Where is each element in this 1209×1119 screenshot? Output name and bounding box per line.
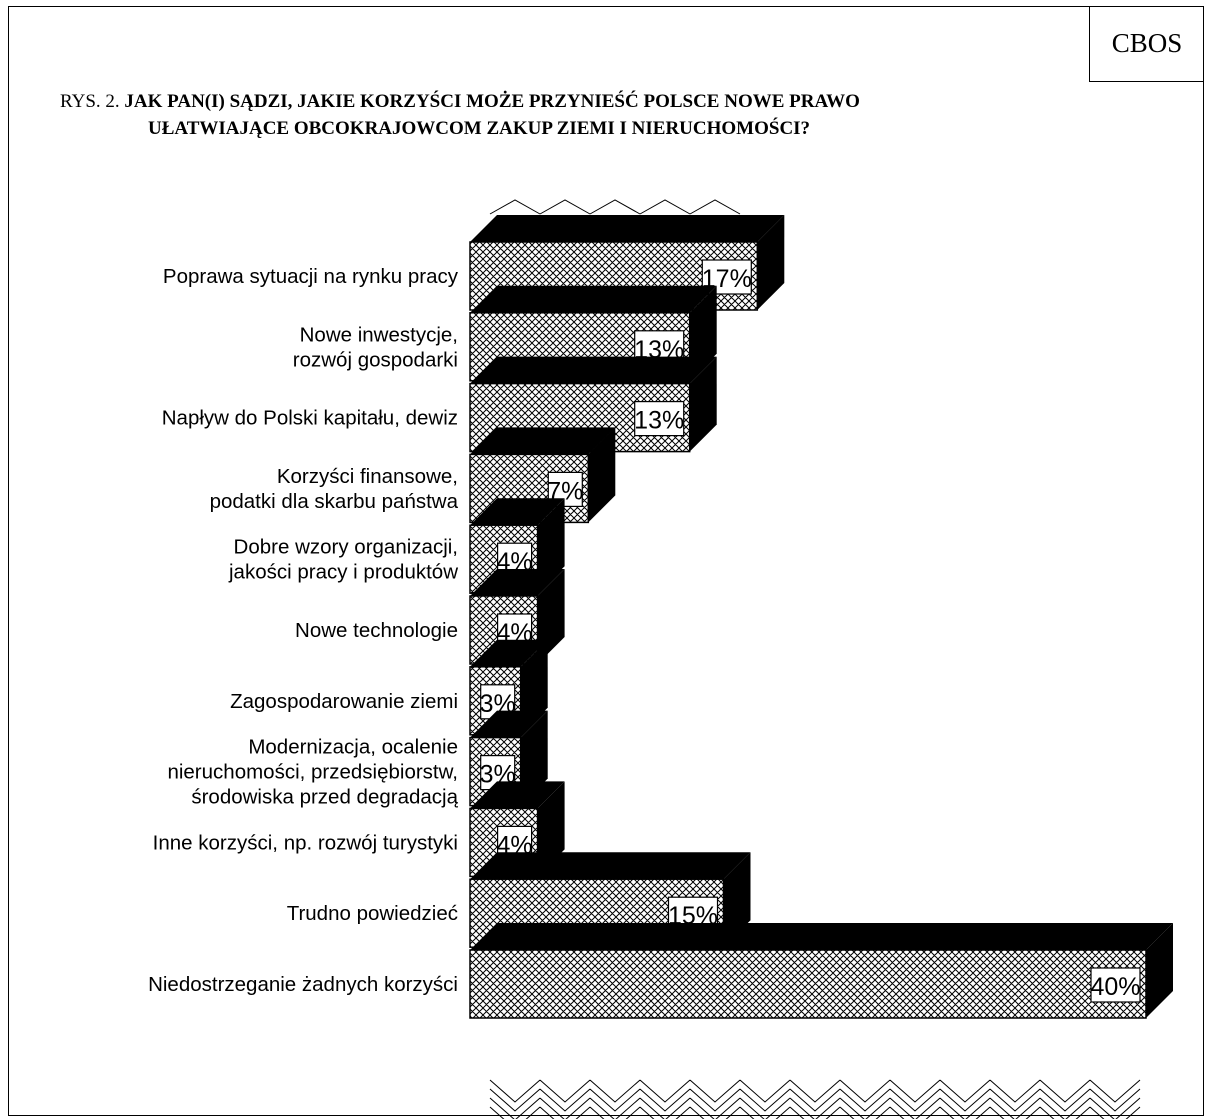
bar-side-face [1146, 923, 1173, 1018]
chart-title: RYS. 2. JAK PAN(I) SĄDZI, JAKIE KORZYŚCI… [60, 88, 1090, 142]
category-label: Nowe technologie [295, 619, 458, 642]
category-label: Dobre wzory organizacji, [234, 536, 458, 559]
category-label: Napływ do Polski kapitału, dewiz [162, 407, 458, 430]
category-label: Trudno powiedzieć [287, 902, 458, 925]
cbos-badge: CBOS [1089, 6, 1204, 82]
bar-top-face [470, 285, 717, 313]
category-label: Niedostrzeganie żadnych korzyści [148, 973, 458, 996]
top-zigzag [489, 199, 741, 215]
bar-side-face [757, 215, 785, 310]
category-label: nieruchomości, przedsiębiorstw, [167, 761, 458, 784]
bar-top-face [470, 710, 548, 738]
category-label: Inne korzyści, np. rozwój turystyki [153, 831, 458, 854]
value-label-box [634, 401, 685, 437]
category-label: rozwój gospodarki [293, 348, 458, 371]
bar [469, 949, 1147, 1019]
bar-top-face [470, 427, 616, 455]
title-line-1: JAK PAN(I) SĄDZI, JAKIE KORZYŚCI MOŻE PR… [124, 91, 860, 112]
bar-side-face [689, 356, 717, 452]
bar-row: 40% Niedostrzeganie żadnych korzyści [148, 923, 1173, 1019]
bar-top-face [470, 215, 785, 242]
bar-top-face [470, 923, 1173, 950]
category-label: Korzyści finansowe, [277, 465, 458, 488]
value-label: 40% [1090, 973, 1140, 1001]
axis-decoration [489, 199, 1141, 1119]
category-label: Poprawa sytuacji na rynku pracy [163, 265, 459, 288]
figure-frame [8, 6, 1204, 1116]
value-label: 13% [634, 407, 684, 435]
bars-group: 17%Poprawa sytuacji na rynku pracy13%Now… [148, 215, 1173, 1019]
category-label: Modernizacja, ocalenie [248, 736, 458, 759]
bar-top-face [470, 639, 548, 667]
category-label: podatki dla skarbu państwa [210, 490, 459, 513]
bar-row: 4%Dobre wzory organizacji,jakości pracy … [228, 498, 565, 594]
bottom-zigzag [489, 1079, 1141, 1119]
bar-top-face [470, 781, 565, 809]
title-line-2: UŁATWIAJĄCE OBCOKRAJOWCOM ZAKUP ZIEMI I … [148, 118, 811, 139]
category-label: jakości pracy i produktów [228, 561, 458, 584]
category-label: środowiska przed degradacją [191, 786, 458, 809]
bar-top-face [470, 852, 751, 880]
category-label: Nowe inwestycje, [300, 323, 458, 346]
value-label-box [1090, 967, 1141, 1003]
bar-top-face [470, 569, 565, 596]
bar-top-face [470, 498, 565, 526]
bar-side-face [588, 427, 616, 523]
bar-top-face [470, 356, 717, 384]
category-label: Zagospodarowanie ziemi [230, 690, 458, 713]
figure-number: RYS. 2. [60, 91, 120, 112]
